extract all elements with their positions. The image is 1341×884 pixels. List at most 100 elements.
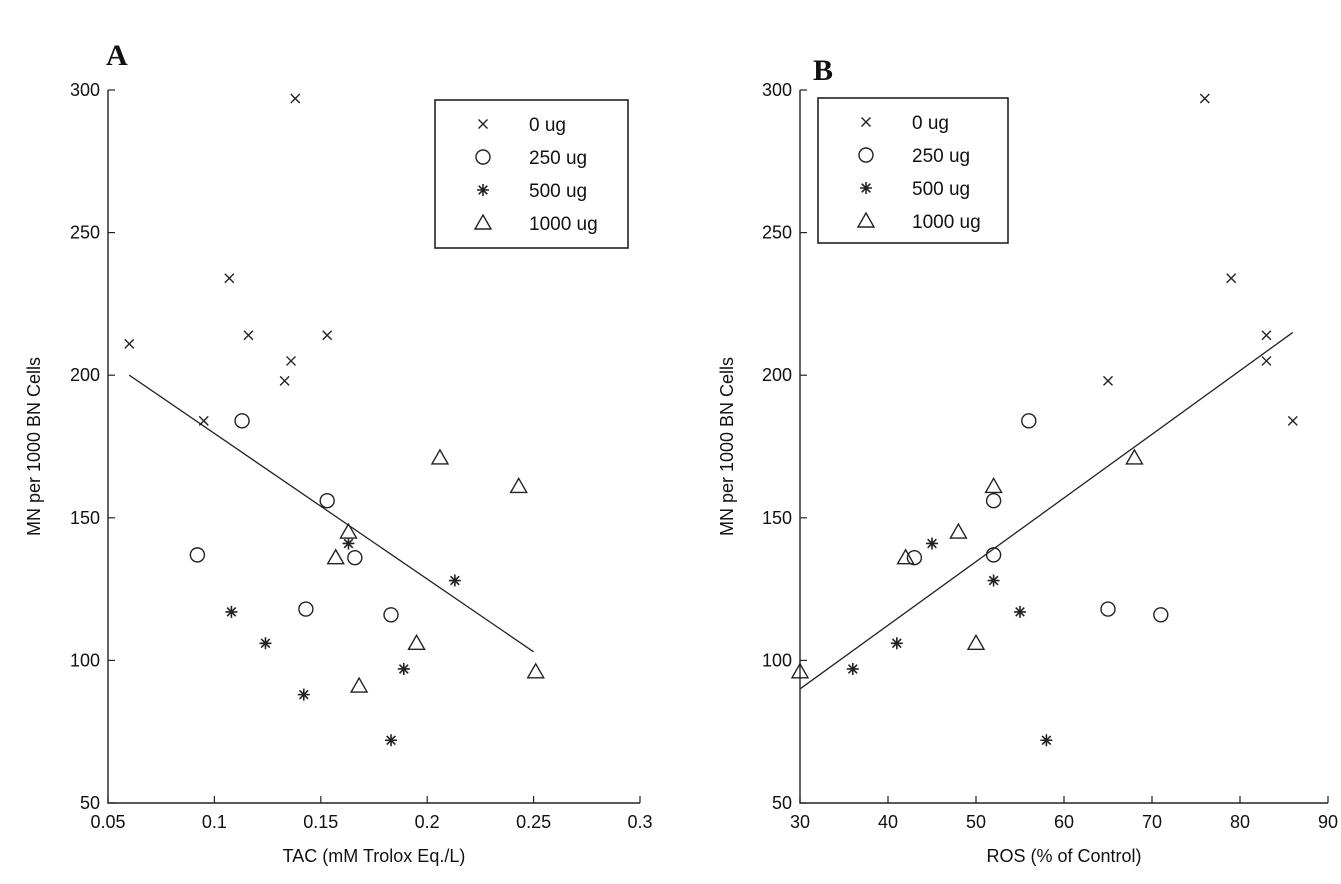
data-point-x	[1287, 415, 1298, 426]
data-point-circle	[985, 547, 1002, 563]
data-point-circle	[1153, 607, 1169, 623]
x-tick-label: 0.25	[516, 812, 551, 832]
series-star	[846, 537, 1053, 747]
data-point-x	[198, 415, 209, 426]
y-tick-label: 300	[70, 80, 100, 100]
x-axis-label: TAC (mM Trolox Eq./L)	[283, 846, 466, 866]
series-triangle	[326, 448, 545, 693]
data-point-star	[1014, 605, 1026, 618]
legend-box	[817, 97, 1009, 244]
series-x	[124, 93, 333, 426]
regression-line	[799, 331, 1294, 690]
data-point-x	[286, 355, 297, 366]
series-triangle	[790, 448, 1144, 679]
data-point-x	[1103, 375, 1113, 386]
legend-label: 0 ug	[912, 113, 949, 134]
y-tick-label: 300	[762, 80, 792, 100]
data-point-star	[397, 662, 410, 675]
y-tick-label: 200	[70, 365, 100, 385]
data-point-triangle	[349, 676, 369, 693]
data-point-circle	[985, 492, 1002, 509]
data-point-star	[259, 637, 272, 650]
x-axis-label: ROS (% of Control)	[986, 846, 1141, 866]
legend-marker-triangle	[473, 213, 493, 230]
y-tick-label: 250	[762, 223, 792, 243]
x-tick-label: 0.05	[90, 812, 125, 832]
data-point-x	[243, 330, 254, 341]
data-point-x	[1199, 93, 1210, 104]
y-axis-label: MN per 1000 BN Cells	[717, 357, 737, 536]
legend-marker-circle	[475, 149, 491, 165]
legend-label: 500 ug	[912, 179, 970, 200]
legend-label: 250 ug	[529, 148, 587, 169]
y-tick-label: 50	[772, 793, 792, 813]
data-point-star	[225, 605, 238, 618]
legend-marker-triangle	[856, 211, 876, 228]
regression-line	[128, 374, 534, 653]
legend-box	[434, 99, 629, 249]
data-point-star	[385, 734, 398, 747]
panel-letter: B	[813, 54, 833, 87]
data-point-circle	[906, 550, 923, 566]
x-tick-label: 0.2	[415, 812, 440, 832]
legend-label: 0 ug	[529, 115, 566, 136]
legend-label: 500 ug	[529, 181, 587, 202]
series-x	[1103, 93, 1298, 426]
series-circle	[189, 413, 399, 623]
panel-letter: A	[106, 39, 128, 72]
series-star	[225, 537, 461, 747]
data-point-star	[448, 574, 461, 587]
y-tick-label: 250	[70, 223, 100, 243]
legend-label: 250 ug	[912, 146, 970, 167]
x-tick-label: 0.15	[303, 812, 338, 832]
data-point-circle	[383, 607, 399, 623]
x-tick-label: 90	[1318, 812, 1338, 832]
legend-marker-circle	[858, 147, 874, 163]
legend-marker-x	[861, 117, 871, 127]
data-point-star	[890, 637, 903, 650]
data-point-circle	[189, 547, 206, 563]
data-point-circle	[1021, 413, 1037, 429]
data-point-triangle	[790, 662, 810, 679]
data-point-triangle	[1125, 448, 1144, 465]
data-point-circle	[1100, 601, 1116, 617]
x-tick-label: 50	[966, 812, 986, 832]
legend: 0 ug 250 ug 500 ug 1000 ug	[817, 97, 1009, 244]
data-point-triangle	[949, 522, 968, 539]
y-axis-label: MN per 1000 BN Cells	[24, 357, 44, 536]
data-point-triangle	[966, 633, 986, 650]
legend-marker-x	[478, 119, 488, 129]
data-point-x	[224, 273, 235, 284]
series-circle	[906, 413, 1169, 623]
x-tick-label: 0.1	[202, 812, 227, 832]
y-tick-label: 50	[80, 793, 100, 813]
data-point-triangle	[984, 477, 1003, 494]
data-point-triangle	[430, 448, 450, 465]
legend: 0 ug 250 ug 500 ug 1000 ug	[434, 99, 629, 249]
data-point-star	[846, 662, 859, 675]
data-point-circle	[234, 413, 250, 429]
panel-a: A 0.05 0.1 0.15 0.2 0.25 0.3 50 100 150 200 250 300 T…	[24, 39, 653, 866]
data-point-triangle	[526, 662, 545, 679]
data-point-circle	[298, 601, 314, 617]
data-point-star	[297, 688, 310, 701]
x-tick-label: 30	[790, 812, 810, 832]
y-tick-label: 150	[70, 508, 100, 528]
data-point-x	[290, 93, 301, 104]
legend-marker-star	[860, 182, 872, 194]
x-tick-label: 40	[878, 812, 898, 832]
data-point-x	[1261, 330, 1272, 341]
data-point-triangle	[407, 633, 426, 650]
x-tick-label: 80	[1230, 812, 1250, 832]
legend-marker-star	[477, 184, 489, 196]
data-point-triangle	[509, 477, 528, 494]
x-tick-label: 70	[1142, 812, 1162, 832]
y-tick-label: 100	[70, 650, 100, 670]
data-point-star	[987, 574, 1000, 587]
x-tick-label: 60	[1054, 812, 1074, 832]
y-tick-label: 100	[762, 650, 792, 670]
data-point-triangle	[339, 522, 358, 539]
data-point-triangle	[326, 548, 345, 565]
legend-label: 1000 ug	[529, 214, 598, 235]
